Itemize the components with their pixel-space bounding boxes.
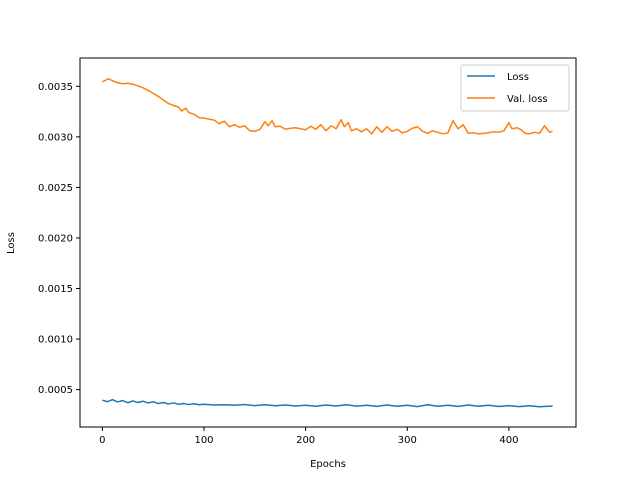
y-tick-label: 0.0010 bbox=[38, 335, 73, 346]
y-axis-label: Loss bbox=[6, 232, 17, 254]
y-tick-label: 0.0005 bbox=[38, 385, 73, 396]
x-tick-label: 400 bbox=[499, 435, 518, 446]
series-line-val-loss bbox=[102, 77, 553, 135]
legend-label-loss: Loss bbox=[507, 72, 529, 83]
legend-label-val-loss: Val. loss bbox=[507, 94, 548, 105]
x-tick-label: 100 bbox=[194, 435, 213, 446]
x-tick-label: 300 bbox=[398, 435, 417, 446]
y-tick-label: 0.0025 bbox=[38, 183, 73, 194]
plot-area bbox=[102, 77, 553, 408]
y-axis: 0.0005 0.0010 0.0015 0.0020 0.0025 0.0030 0.00… bbox=[38, 82, 80, 396]
y-tick-label: 0.0020 bbox=[38, 233, 73, 244]
x-tick-label: 0 bbox=[99, 435, 105, 446]
legend: Loss Val. loss bbox=[460, 64, 570, 112]
y-tick-label: 0.0035 bbox=[38, 82, 73, 93]
axes-frame bbox=[79, 57, 577, 428]
y-tick-label: 0.0015 bbox=[38, 284, 73, 295]
x-axis: 0 100 200 300 400 bbox=[99, 427, 518, 446]
x-axis-label: Epochs bbox=[310, 459, 346, 470]
y-tick-label: 0.0030 bbox=[38, 132, 73, 143]
series-line-loss bbox=[102, 398, 553, 408]
x-tick-label: 200 bbox=[296, 435, 315, 446]
